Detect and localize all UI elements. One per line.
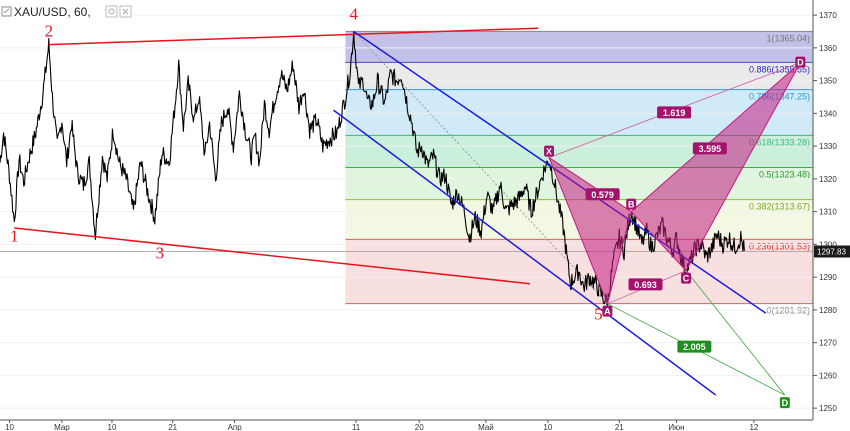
time-tick-label: 20 bbox=[415, 423, 424, 431]
fib-band bbox=[345, 31, 813, 63]
fib-level-label: 0(1281.92) bbox=[766, 306, 810, 316]
pattern-point-label: B bbox=[628, 200, 635, 210]
pattern-point-label: A bbox=[604, 307, 611, 317]
price-tick-label: 1290 bbox=[819, 273, 837, 282]
price-tick-label: 1340 bbox=[819, 109, 837, 118]
pattern-ratio-label: 2.005 bbox=[683, 342, 706, 352]
fib-level-label: 1(1365.04) bbox=[766, 33, 810, 43]
close-icon[interactable] bbox=[119, 5, 132, 18]
price-tick-label: 1330 bbox=[819, 142, 837, 151]
wave-label-3: 3 bbox=[156, 244, 165, 263]
pattern-ratio-0[interactable]: 1.619 bbox=[657, 106, 692, 119]
pattern-point-badge bbox=[602, 305, 613, 317]
price-tick-label: 1310 bbox=[819, 208, 837, 217]
pattern-point-badge bbox=[626, 198, 637, 210]
pattern-ratio-1[interactable]: 3.595 bbox=[692, 142, 727, 155]
chart-header: XAU/USD, 60, bbox=[0, 3, 132, 20]
pattern-point-badge bbox=[795, 56, 806, 68]
price-axis-background bbox=[813, 0, 850, 420]
time-tick-label: Апр bbox=[228, 423, 243, 431]
pattern-point-badge bbox=[544, 145, 555, 157]
chart-grid bbox=[0, 14, 813, 409]
pattern-ratio-badge bbox=[677, 340, 712, 353]
wave-label-2: 2 bbox=[45, 22, 54, 41]
pattern-ratio-badge bbox=[628, 278, 663, 291]
pattern-point-label: C bbox=[683, 274, 690, 284]
time-tick-label: 10 bbox=[543, 423, 552, 431]
price-tick-label: 1280 bbox=[819, 306, 837, 315]
fib-level-label: 0.236(1301.53) bbox=[749, 241, 810, 251]
pattern-ratio-3[interactable]: 0.693 bbox=[628, 278, 663, 291]
channel-lower-line[interactable] bbox=[333, 109, 717, 396]
wave-upper-trendline[interactable] bbox=[48, 27, 539, 46]
time-tick-label: Май bbox=[478, 423, 494, 431]
time-tick-label: 21 bbox=[168, 423, 177, 431]
symbol-icon bbox=[1, 6, 12, 17]
time-axis[interactable]: 10 Мар 10 21 Апр 11 20 Май 10 21 Июн 12 bbox=[0, 419, 850, 431]
settings-icon[interactable] bbox=[105, 5, 118, 18]
pattern-point-x[interactable]: X bbox=[544, 145, 555, 157]
pattern-point-badge bbox=[779, 397, 790, 409]
fib-band bbox=[345, 62, 813, 90]
pattern-point-b[interactable]: B bbox=[626, 198, 637, 210]
pattern-point-c[interactable]: C bbox=[681, 272, 692, 284]
wave-label-1: 1 bbox=[10, 226, 19, 245]
chart-title: XAU/USD, 60, bbox=[14, 5, 91, 19]
pattern-ratio-4[interactable]: 2.005 bbox=[677, 340, 712, 353]
time-tick-label: 21 bbox=[615, 423, 624, 431]
pattern-ratio-2[interactable]: 0.579 bbox=[585, 188, 620, 201]
pattern-triangle-bcd[interactable] bbox=[630, 62, 801, 272]
pattern-point-label: X bbox=[546, 147, 552, 157]
time-tick-label: Мар bbox=[54, 423, 70, 431]
pattern-ratio-badge bbox=[692, 142, 727, 155]
price-tick-label: 1320 bbox=[819, 175, 837, 184]
price-tick-label: 1250 bbox=[819, 404, 837, 413]
time-tick-label: 11 bbox=[352, 423, 361, 431]
price-tick-label: 1270 bbox=[819, 339, 837, 348]
fib-level-label: 0.886(1355.55) bbox=[749, 64, 810, 74]
chart-labels: 1 2 3 4 5 bbox=[10, 4, 603, 323]
price-tick-label: 1300 bbox=[819, 240, 837, 249]
last-price-label: 1297.83 bbox=[817, 248, 846, 257]
pattern-point-d[interactable]: D bbox=[779, 397, 790, 409]
pattern-point-d[interactable]: D bbox=[795, 56, 806, 68]
price-tick-label: 1370 bbox=[819, 11, 837, 20]
time-axis-background bbox=[0, 420, 850, 431]
wave-label-4: 4 bbox=[349, 4, 358, 23]
fib-level-label: 0.618(1333.28) bbox=[749, 137, 810, 147]
pattern-point-a[interactable]: A bbox=[602, 305, 613, 317]
pattern-point-badge bbox=[681, 272, 692, 284]
header-background bbox=[0, 3, 106, 20]
pattern-ratio-badge bbox=[585, 188, 620, 201]
price-tick-label: 1360 bbox=[819, 44, 837, 53]
pattern-triangle-xab[interactable] bbox=[547, 156, 632, 306]
wave-lower-trendline[interactable] bbox=[14, 227, 531, 285]
harmonic-pattern[interactable]: X A B C D D 1.619 3.595 0.579 0.693 2.005 bbox=[544, 56, 806, 409]
pattern-point-label: D bbox=[782, 398, 789, 408]
last-price-badge bbox=[814, 245, 850, 258]
projection-cd-line[interactable] bbox=[685, 270, 786, 396]
time-tick-label: 12 bbox=[749, 423, 758, 431]
price-tick-label: 1260 bbox=[819, 371, 837, 380]
pattern-ratio-label: 3.595 bbox=[699, 144, 722, 154]
time-tick-label: 10 bbox=[5, 423, 14, 431]
pattern-ratio-label: 1.619 bbox=[663, 108, 686, 118]
pattern-point-label: D bbox=[797, 58, 804, 68]
time-tick-label: Июн bbox=[668, 423, 684, 431]
price-axis[interactable]: 1250 1260 1270 1280 1290 1300 1310 1320 1330 1340… bbox=[812, 0, 850, 420]
time-tick-label: 10 bbox=[108, 423, 117, 431]
pattern-ratio-label: 0.579 bbox=[591, 190, 614, 200]
pattern-ratio-badge bbox=[657, 106, 692, 119]
pattern-ratio-label: 0.693 bbox=[634, 280, 657, 290]
fib-level-label: 0.382(1313.67) bbox=[749, 202, 810, 212]
wave-label-5: 5 bbox=[594, 304, 603, 323]
price-tick-label: 1350 bbox=[819, 77, 837, 86]
fib-level-label: 0.5(1323.48) bbox=[759, 169, 810, 179]
